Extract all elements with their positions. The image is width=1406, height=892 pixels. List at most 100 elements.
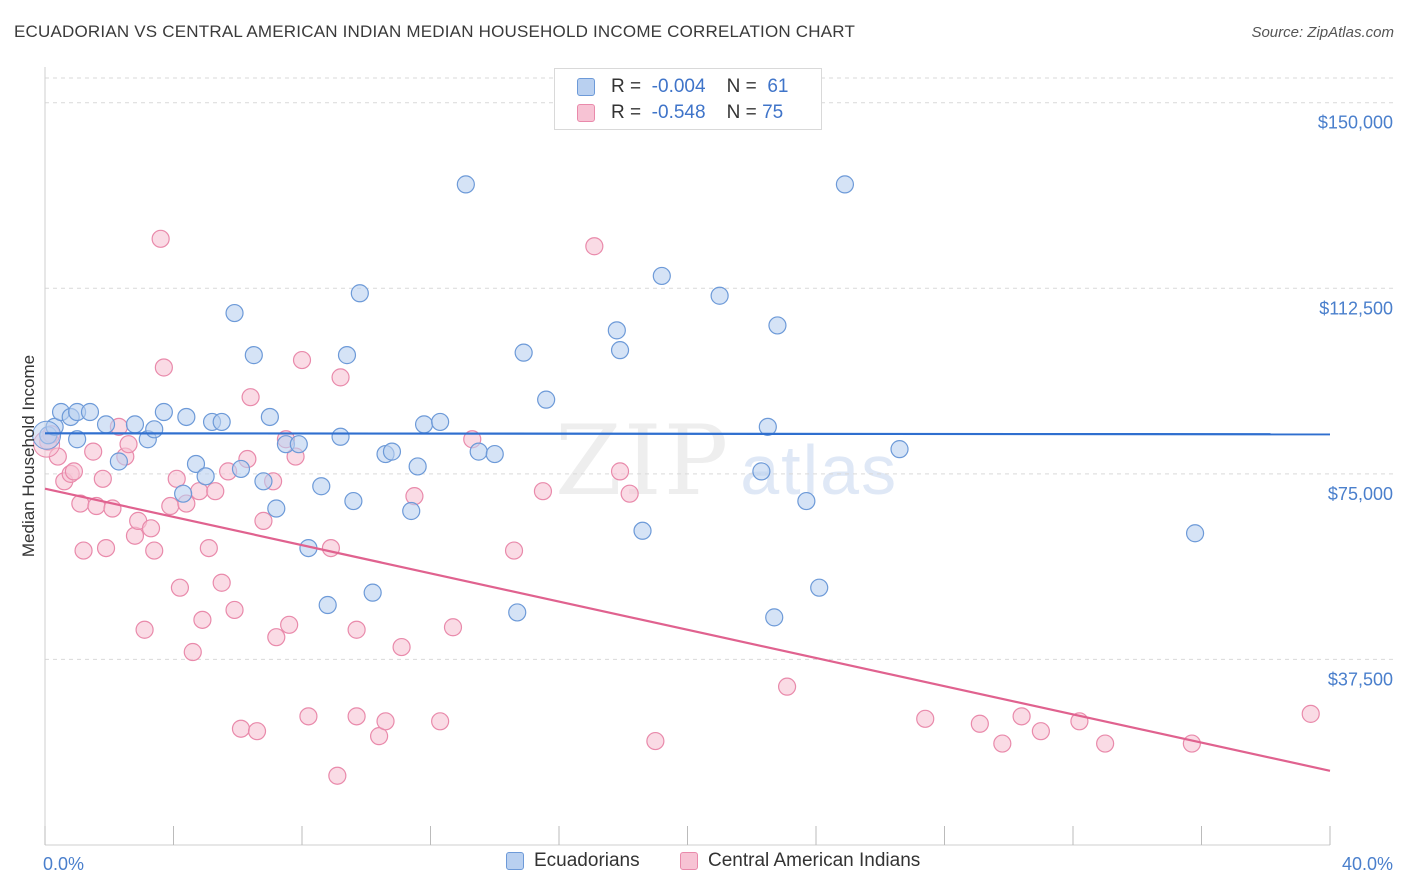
central-american-indians-point <box>331 368 350 387</box>
ecuadorians-point <box>174 484 193 503</box>
ecuadorians-point <box>331 427 350 446</box>
central-american-indians-point <box>347 620 366 639</box>
legend-item-ecuadorians: Ecuadorians <box>506 850 640 872</box>
ecuadorians-point <box>267 499 286 518</box>
ecuadorians-point <box>810 578 829 597</box>
gridlines <box>45 77 1395 660</box>
central-american-indians-point <box>151 229 170 248</box>
ecuadorians-point <box>225 303 244 323</box>
central-american-indians-point <box>916 709 935 728</box>
central-american-indians-point <box>84 442 103 461</box>
central-american-indians-point <box>1182 734 1201 753</box>
ecuadorians-point <box>607 321 626 340</box>
central-american-indians-point <box>443 618 463 637</box>
central-american-indians-point <box>405 487 424 506</box>
central-american-indians-point <box>199 538 218 558</box>
ecuadorians-point <box>145 420 164 439</box>
central-american-indians-point <box>392 637 411 657</box>
ecuadorians-point <box>652 266 671 286</box>
ecuadorians-point <box>260 407 279 427</box>
ecuadorians-point <box>363 583 382 602</box>
ecuadorians-point <box>312 477 331 496</box>
central-american-indians-point <box>145 541 164 560</box>
ecuadorians-point <box>231 459 251 479</box>
central-american-indians-point <box>376 712 395 731</box>
n-value: 75 <box>762 102 784 123</box>
central-american-indians-legend-swatch <box>680 852 698 870</box>
ecuadorians-point <box>125 415 145 434</box>
central-american-indians-point <box>206 482 225 501</box>
y-tick-label: $37,500 <box>1328 669 1393 689</box>
zipatlas-watermark: ZIP atlas <box>555 405 898 517</box>
central-american-indians-point <box>280 615 299 634</box>
central-american-indians-point <box>646 731 665 751</box>
ecuadorians-point <box>68 430 87 449</box>
central-american-indians-point <box>225 600 244 620</box>
central-american-indians-point <box>231 719 251 738</box>
ecuadorians-point <box>797 491 816 511</box>
x-tick-label-min: 0.0% <box>43 854 84 874</box>
ecuadorians-point-large <box>32 420 62 450</box>
central-american-indians-point <box>170 578 190 597</box>
y-tick-label: $112,500 <box>1319 298 1393 318</box>
ecuadorians-point <box>752 462 771 481</box>
central-american-indians-point <box>241 388 260 407</box>
series-legend: Ecuadorians Central American Indians <box>0 850 1406 878</box>
y-axis-label: Median Household Income <box>19 355 38 557</box>
central-american-indians-point <box>1031 722 1050 741</box>
y-tick-label: $150,000 <box>1318 113 1393 133</box>
central-american-indians-point <box>141 519 161 538</box>
central-american-indians-point <box>154 358 173 377</box>
central-american-indians-point <box>64 462 84 481</box>
central-american-indians-point <box>119 435 138 454</box>
ecuadorians-point <box>537 390 556 409</box>
ecuadorians-point <box>508 603 527 622</box>
chart-title: ECUADORIAN VS CENTRAL AMERICAN INDIAN ME… <box>14 22 856 41</box>
legend-item-central-american-indians: Central American Indians <box>680 850 920 872</box>
central-american-indians-point <box>504 541 524 560</box>
ecuadorians-point <box>514 343 533 362</box>
ecuadorians-point <box>80 402 100 422</box>
legend-label: Ecuadorians <box>534 850 640 871</box>
ecuadorians-point <box>890 440 909 459</box>
ecuadorians-point <box>456 175 475 194</box>
r-value: -0.004 <box>651 76 706 97</box>
central-american-indians-point <box>299 707 318 726</box>
ecuadorians-point <box>109 452 128 471</box>
central-american-indians-point <box>93 469 112 488</box>
central-american-indians-point <box>1096 734 1115 753</box>
central-american-indians-point <box>212 573 231 592</box>
central-american-indians-point <box>970 714 989 733</box>
legend-row-ecuadorians: R = -0.004 N = 61 <box>577 75 788 99</box>
central-american-indians-point <box>183 642 202 662</box>
central-american-indians-point <box>292 350 312 370</box>
ecuadorians-point <box>610 341 630 360</box>
correlation-legend: R = -0.004 N = 61 R = -0.548 N = 75 <box>554 68 822 130</box>
central-american-indians-point <box>1301 704 1320 723</box>
ecuadorians-legend-swatch <box>506 852 524 870</box>
central-american-indians-point <box>620 484 639 503</box>
ecuadorians-point <box>337 346 357 365</box>
n-value: 61 <box>767 76 789 97</box>
ecuadorians-point <box>765 608 784 627</box>
ecuadorians-point <box>633 521 652 540</box>
central-american-indians-point <box>533 482 553 501</box>
ecuadorians-point <box>710 286 729 305</box>
ecuadorians-point <box>469 442 488 461</box>
x-tick-label-max: 40.0% <box>1342 854 1393 874</box>
ecuadorians-points <box>32 175 1205 627</box>
ecuadorians-point <box>382 442 402 461</box>
ecuadorians-point <box>212 412 231 432</box>
ecuadorians-point <box>177 407 196 427</box>
central-american-indians-swatch <box>577 104 595 122</box>
ecuadorians-point <box>408 457 427 476</box>
ecuadorians-point <box>768 316 787 335</box>
ecuadorians-trend-line <box>44 432 1331 436</box>
trend-lines <box>44 432 1331 772</box>
ecuadorians-point <box>318 595 337 615</box>
ecuadorians-point <box>186 454 206 474</box>
ecuadorians-point <box>350 284 369 303</box>
ecuadorians-point <box>196 467 215 486</box>
central-american-indians-point <box>347 707 366 726</box>
